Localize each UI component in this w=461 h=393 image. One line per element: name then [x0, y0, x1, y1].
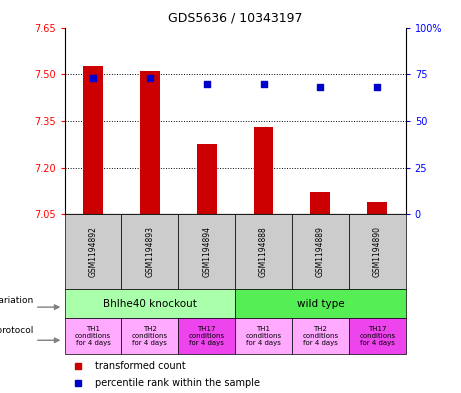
Text: TH1
conditions
for 4 days: TH1 conditions for 4 days — [245, 326, 282, 346]
Text: percentile rank within the sample: percentile rank within the sample — [95, 378, 260, 387]
Point — [317, 84, 324, 90]
Bar — [140, 71, 160, 214]
Text: TH2
conditions
for 4 days: TH2 conditions for 4 days — [132, 326, 168, 346]
Text: wild type: wild type — [296, 299, 344, 309]
Text: genotype/variation: genotype/variation — [0, 296, 34, 305]
Bar — [367, 202, 387, 214]
Bar — [83, 66, 103, 214]
Point — [260, 81, 267, 87]
Point — [373, 84, 381, 90]
Bar — [310, 193, 331, 214]
Point — [89, 75, 97, 81]
Text: TH1
conditions
for 4 days: TH1 conditions for 4 days — [75, 326, 111, 346]
Text: GSM1194893: GSM1194893 — [145, 226, 154, 277]
Bar — [197, 144, 217, 214]
Text: TH17
conditions
for 4 days: TH17 conditions for 4 days — [189, 326, 225, 346]
Text: GSM1194894: GSM1194894 — [202, 226, 211, 277]
Text: TH2
conditions
for 4 days: TH2 conditions for 4 days — [302, 326, 338, 346]
Text: Bhlhe40 knockout: Bhlhe40 knockout — [103, 299, 197, 309]
Point — [146, 75, 154, 81]
Text: transformed count: transformed count — [95, 361, 186, 371]
Text: growth protocol: growth protocol — [0, 326, 34, 335]
Text: GSM1194888: GSM1194888 — [259, 226, 268, 277]
Point — [203, 81, 210, 87]
Title: GDS5636 / 10343197: GDS5636 / 10343197 — [168, 12, 302, 25]
Text: GSM1194892: GSM1194892 — [89, 226, 97, 277]
Text: GSM1194890: GSM1194890 — [373, 226, 382, 277]
Text: GSM1194889: GSM1194889 — [316, 226, 325, 277]
Bar — [254, 127, 273, 214]
Text: TH17
conditions
for 4 days: TH17 conditions for 4 days — [359, 326, 396, 346]
